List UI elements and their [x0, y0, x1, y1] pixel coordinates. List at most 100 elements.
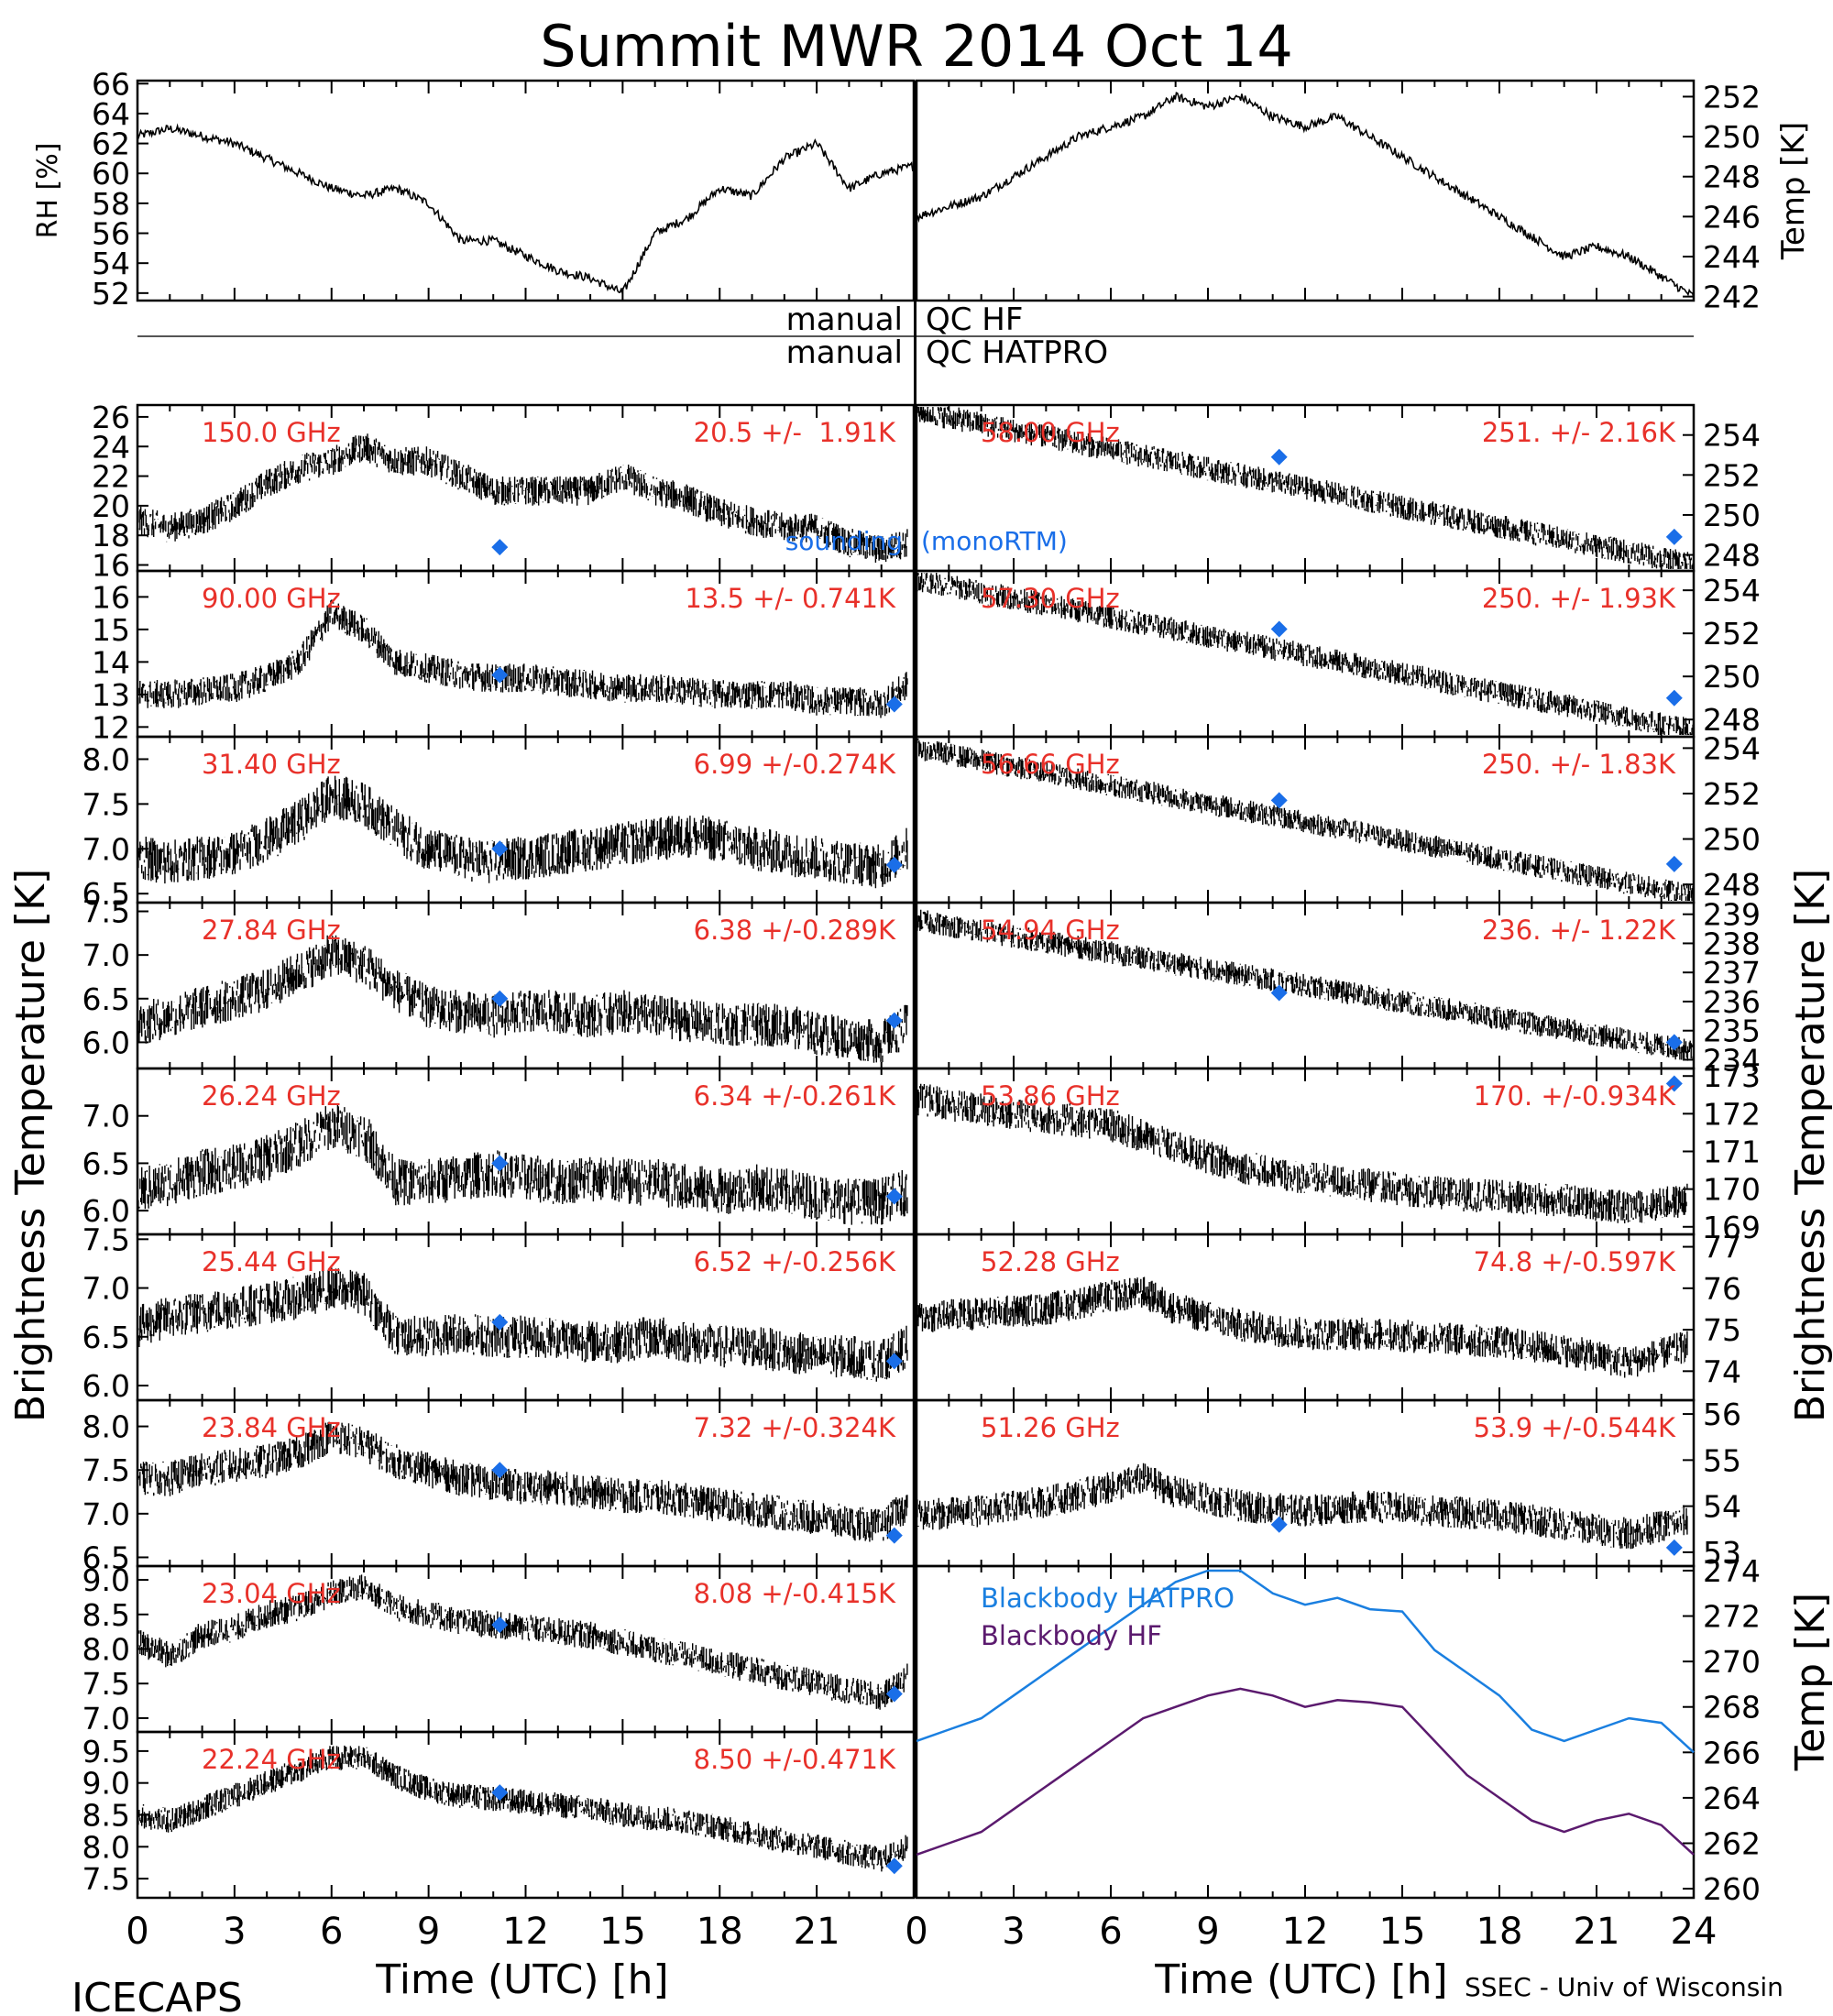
y-tick-label: 7.5 — [82, 894, 130, 930]
sounding-marker — [1665, 1075, 1683, 1092]
footer-ssec: SSEC - Univ of Wisconsin — [1465, 1972, 1784, 2002]
trace — [137, 935, 908, 1063]
y-tick-label: 252 — [1703, 457, 1761, 493]
figure-title: Summit MWR 2014 Oct 14 — [540, 13, 1293, 80]
trace — [137, 433, 908, 563]
bottom-right-y-axis-label: Temp [K] — [1787, 1593, 1833, 1771]
sounding-marker — [491, 1784, 509, 1802]
right-y-axis-label: Brightness Temperature [K] — [1787, 869, 1833, 1422]
y-tick-label: 55 — [1703, 1442, 1741, 1478]
channel-label: 90.00 GHz — [202, 583, 341, 614]
qc-label-manual-2: manual — [786, 334, 903, 371]
trace — [137, 1104, 908, 1225]
channel-stats: 6.34 +/-0.261K — [694, 1080, 896, 1112]
y-tick-label: 172 — [1703, 1096, 1761, 1132]
y-tick-label: 237 — [1703, 955, 1761, 991]
y-tick-label: 77 — [1703, 1230, 1741, 1265]
y-tick-label: 7.0 — [82, 937, 130, 973]
x-axis-label-right: Time (UTC) [h] — [1154, 1956, 1447, 2003]
y-tick-label: 266 — [1703, 1735, 1761, 1770]
y-tick-label: 12 — [92, 709, 130, 745]
y-tick-label: 74 — [1703, 1353, 1741, 1389]
sounding-marker — [491, 840, 509, 858]
sounding-marker — [491, 1462, 509, 1479]
y-tick-label: 8.5 — [82, 1798, 130, 1834]
x-tick-label-right: 3 — [1002, 1911, 1025, 1953]
y-tick-label: 8.0 — [82, 1409, 130, 1445]
y-tick-label: 252 — [1703, 776, 1761, 812]
x-tick-label-left: 9 — [417, 1911, 440, 1953]
footer-icecaps: ICECAPS — [71, 1975, 243, 2016]
panel-blackbody: 260 262 264 266 268 270 272 274 — [915, 1553, 1761, 1907]
sounding-marker — [1665, 528, 1683, 545]
qc-label-manual-1: manual — [786, 301, 903, 338]
y-tick-label: 15 — [92, 612, 130, 648]
panel-ch23_04: 7.07.58.08.59.0 23.04 GHz 8.08 +/-0.415K — [82, 1562, 916, 1737]
sounding-marker — [885, 1685, 903, 1703]
y-tick-label: 268 — [1703, 1690, 1761, 1726]
x-tick-label-right: 21 — [1574, 1911, 1620, 1953]
sounding-marker — [1270, 620, 1288, 638]
y-tick-label: 75 — [1703, 1312, 1741, 1348]
y-tick-label: 56 — [92, 216, 130, 252]
channel-label: 56.66 GHz — [981, 749, 1120, 780]
y-tick-label: 6.5 — [82, 1539, 130, 1575]
y-tick-label: 6.5 — [82, 876, 130, 912]
trace — [137, 1267, 908, 1382]
y-tick-label: 252 — [1703, 79, 1761, 115]
y-tick-label: 62 — [92, 126, 130, 162]
panel-ch22_24: 7.58.08.59.09.5 22.24 GHz 8.50 +/-0.471K — [82, 1730, 916, 1900]
y-tick-label: 16 — [92, 548, 130, 584]
y-tick-label: 8.0 — [82, 1829, 130, 1865]
y-tick-label: 244 — [1703, 239, 1761, 275]
sounding-marker — [491, 666, 509, 684]
sounding-marker — [1270, 984, 1288, 1002]
x-tick-label-left: 3 — [223, 1911, 246, 1953]
channel-stats: 6.38 +/-0.289K — [694, 915, 896, 946]
y-tick-label: 7.0 — [82, 1099, 130, 1134]
x-tick-label-right: 9 — [1196, 1911, 1219, 1953]
y-tick-label: 22 — [92, 459, 130, 495]
x-tick-label-right: 15 — [1379, 1911, 1426, 1953]
y-tick-label: 60 — [92, 156, 130, 192]
channel-label: 23.84 GHz — [202, 1412, 341, 1443]
y-tick-label: 9.0 — [82, 1766, 130, 1802]
sounding-legend-monortm: (monoRTM) — [921, 526, 1068, 556]
y-tick-label: 274 — [1703, 1553, 1761, 1589]
y-tick-label: 6.0 — [82, 1368, 130, 1404]
y-tick-label: 7.5 — [82, 1861, 130, 1897]
trace — [137, 1745, 908, 1872]
sounding-marker — [1270, 448, 1288, 466]
y-tick-label: 64 — [92, 96, 130, 132]
x-tick-label-right: 12 — [1282, 1911, 1329, 1953]
y-tick-label: 7.5 — [82, 1666, 130, 1702]
x-tick-label-right: 6 — [1099, 1911, 1122, 1953]
y-tick-label: 66 — [92, 66, 130, 102]
sounding-marker — [885, 1353, 903, 1370]
sounding-marker — [491, 1616, 509, 1634]
qc-label-hf: QC HF — [926, 301, 1023, 338]
y-tick-label: 6.5 — [82, 981, 130, 1017]
y-tick-label: 8.5 — [82, 1597, 130, 1633]
channel-label: 26.24 GHz — [202, 1080, 341, 1112]
y-tick-label: 242 — [1703, 279, 1761, 315]
y-tick-label: 248 — [1703, 702, 1761, 738]
sounding-marker — [885, 1857, 903, 1875]
channel-stats: 170. +/-0.934K — [1474, 1080, 1676, 1112]
channel-stats: 74.8 +/-0.597K — [1474, 1246, 1676, 1277]
channel-stats: 6.52 +/-0.256K — [694, 1246, 896, 1277]
channel-stats: 251. +/- 2.16K — [1482, 417, 1676, 448]
y-tick-label: 53 — [1703, 1535, 1741, 1571]
trace — [137, 1574, 908, 1710]
sounding-marker — [491, 539, 509, 556]
channel-label: 27.84 GHz — [202, 915, 341, 946]
sounding-marker — [1270, 792, 1288, 809]
y-tick-label: 7.5 — [82, 1452, 130, 1488]
y-tick-label: 52 — [92, 276, 130, 312]
y-tick-label: 6.0 — [82, 1193, 130, 1229]
channel-stats: 13.5 +/- 0.741K — [685, 583, 896, 614]
y-tick-label: 56 — [1703, 1397, 1741, 1432]
y-tick-label: 16 — [92, 579, 130, 615]
